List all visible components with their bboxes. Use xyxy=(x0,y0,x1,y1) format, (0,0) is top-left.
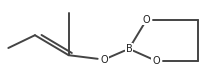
Text: O: O xyxy=(143,15,150,25)
Text: B: B xyxy=(126,44,132,54)
Text: O: O xyxy=(152,56,160,66)
Text: O: O xyxy=(100,55,108,65)
